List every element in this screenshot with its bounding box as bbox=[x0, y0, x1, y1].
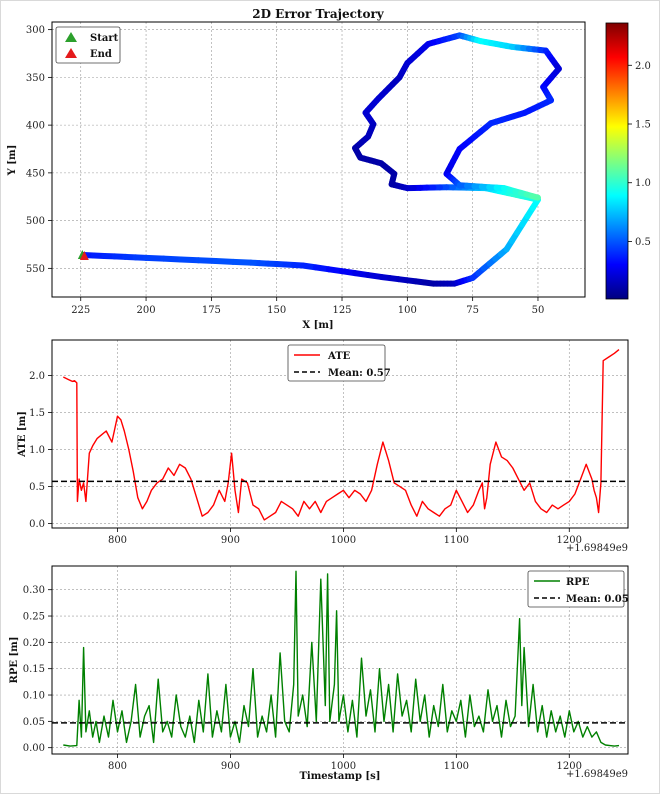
ate-series bbox=[52, 349, 628, 521]
colorbar-ticks: 0.5 1.0 1.5 2.0 bbox=[628, 61, 651, 248]
rpe-y-tick-label: 0.05 bbox=[23, 717, 45, 728]
ate-x-tick-label: 1200 bbox=[557, 535, 582, 546]
rpe-legend-series-label: RPE bbox=[566, 577, 590, 588]
rpe-y-tick-label: 0.30 bbox=[23, 585, 45, 596]
trajectory-plot-border bbox=[51, 21, 586, 298]
legend-start-label: Start bbox=[90, 33, 119, 44]
colorbar-tick-label: 1.5 bbox=[635, 120, 651, 131]
rpe-x-tick-label: 1000 bbox=[331, 761, 356, 772]
rpe-y-tick-label: 0.10 bbox=[23, 691, 45, 702]
trajectory-x-tick-label: 175 bbox=[202, 305, 221, 316]
trajectory-y-tick-label: 350 bbox=[26, 73, 45, 84]
trajectory-y-tick-label: 550 bbox=[26, 264, 45, 275]
ate-y-tick-label: 1.5 bbox=[29, 408, 45, 419]
colorbar: 0.5 1.0 1.5 2.0 bbox=[605, 22, 651, 300]
rpe-y-label: RPE [m] bbox=[9, 637, 20, 684]
rpe-plot-border bbox=[51, 565, 629, 755]
trajectory-y-tick-label: 450 bbox=[26, 168, 45, 179]
trajectory-segment bbox=[529, 193, 541, 201]
rpe-series bbox=[52, 570, 628, 747]
ate-line bbox=[62, 349, 620, 521]
rpe-x-tick-label: 1200 bbox=[557, 761, 582, 772]
colorbar-tick-label: 2.0 bbox=[635, 61, 651, 72]
ate-x-tick-label: 800 bbox=[108, 535, 127, 546]
rpe-line bbox=[63, 570, 620, 747]
rpe-x-label: Timestamp [s] bbox=[299, 771, 380, 782]
trajectory-y-tick-label: 500 bbox=[26, 216, 45, 227]
ate-plot-border bbox=[51, 339, 629, 529]
colorbar-tick-label: 0.5 bbox=[635, 237, 651, 248]
trajectory-y-tick-label: 400 bbox=[26, 121, 45, 132]
trajectory-x-tick-label: 200 bbox=[137, 305, 156, 316]
rpe-x-tick-label: 1100 bbox=[444, 761, 469, 772]
ate-y-tick-label: 2.0 bbox=[29, 371, 45, 382]
ate-panel: 800 900 1000 1100 1200 0.0 0.5 1.0 1.5 2.0 ATE [m… bbox=[17, 339, 629, 554]
rpe-y-tick-label: 0.15 bbox=[23, 664, 45, 675]
trajectory-x-tick-label: 75 bbox=[466, 305, 479, 316]
colorbar-tick-label: 1.0 bbox=[635, 178, 651, 189]
trajectory-x-tick-label: 100 bbox=[398, 305, 417, 316]
end-marker-icon bbox=[65, 48, 77, 58]
ate-legend: ATE Mean: 0.57 bbox=[287, 344, 391, 382]
ate-x-tick-label: 1100 bbox=[444, 535, 469, 546]
ate-x-tick-label: 1000 bbox=[331, 535, 356, 546]
ate-y-tick-label: 1.0 bbox=[29, 445, 45, 456]
ate-ticks: 800 900 1000 1100 1200 0.0 0.5 1.0 1.5 2.0 bbox=[29, 371, 582, 546]
trajectory-y-label: Y [m] bbox=[7, 145, 18, 177]
rpe-x-tick-label: 800 bbox=[108, 761, 127, 772]
trajectory-panel: 2D Error Trajectory 225 200 175 150 125 100 75… bbox=[7, 7, 651, 331]
ate-y-tick-label: 0.5 bbox=[29, 482, 45, 493]
rpe-y-tick-label: 0.20 bbox=[23, 638, 45, 649]
trajectory-x-tick-label: 150 bbox=[267, 305, 286, 316]
trajectory-title: 2D Error Trajectory bbox=[252, 7, 385, 21]
rpe-y-tick-label: 0.00 bbox=[23, 743, 45, 754]
trajectory-grid bbox=[52, 22, 585, 297]
trajectory-x-tick-label: 225 bbox=[71, 305, 90, 316]
end-point-marker bbox=[79, 250, 89, 260]
trajectory-x-tick-label: 50 bbox=[532, 305, 545, 316]
trajectory-x-label: X [m] bbox=[302, 320, 333, 331]
start-marker-icon bbox=[65, 32, 77, 42]
rpe-panel: 800 900 1000 1100 1200 0.00 0.05 0.10 0.15 0.20 0.… bbox=[9, 565, 629, 782]
trajectory-legend: Start End bbox=[55, 26, 121, 64]
rpe-y-tick-label: 0.25 bbox=[23, 612, 45, 623]
legend-end-label: End bbox=[90, 49, 112, 60]
trajectory-ticks: 225 200 175 150 125 100 75 50 300 350 400 450 500 550 bbox=[26, 25, 544, 316]
ate-legend-series-label: ATE bbox=[327, 351, 351, 362]
ate-y-tick-label: 0.0 bbox=[29, 519, 45, 530]
rpe-x-offset: +1.69849e9 bbox=[566, 769, 628, 780]
trajectory-path bbox=[77, 32, 562, 287]
rpe-ticks: 800 900 1000 1100 1200 0.00 0.05 0.10 0.15 0.20 0.… bbox=[23, 585, 582, 772]
ate-x-tick-label: 900 bbox=[221, 535, 240, 546]
trajectory-y-tick-label: 300 bbox=[26, 25, 45, 36]
rpe-x-tick-label: 900 bbox=[221, 761, 240, 772]
ate-legend-mean-label: Mean: 0.57 bbox=[328, 368, 391, 379]
rpe-legend-mean-label: Mean: 0.05 bbox=[566, 594, 629, 605]
trajectory-x-tick-label: 125 bbox=[332, 305, 351, 316]
ate-x-offset: +1.69849e9 bbox=[566, 543, 628, 554]
rpe-legend: RPE Mean: 0.05 bbox=[527, 570, 629, 608]
colorbar-gradient bbox=[605, 22, 629, 300]
ate-y-label: ATE [m] bbox=[17, 411, 28, 458]
